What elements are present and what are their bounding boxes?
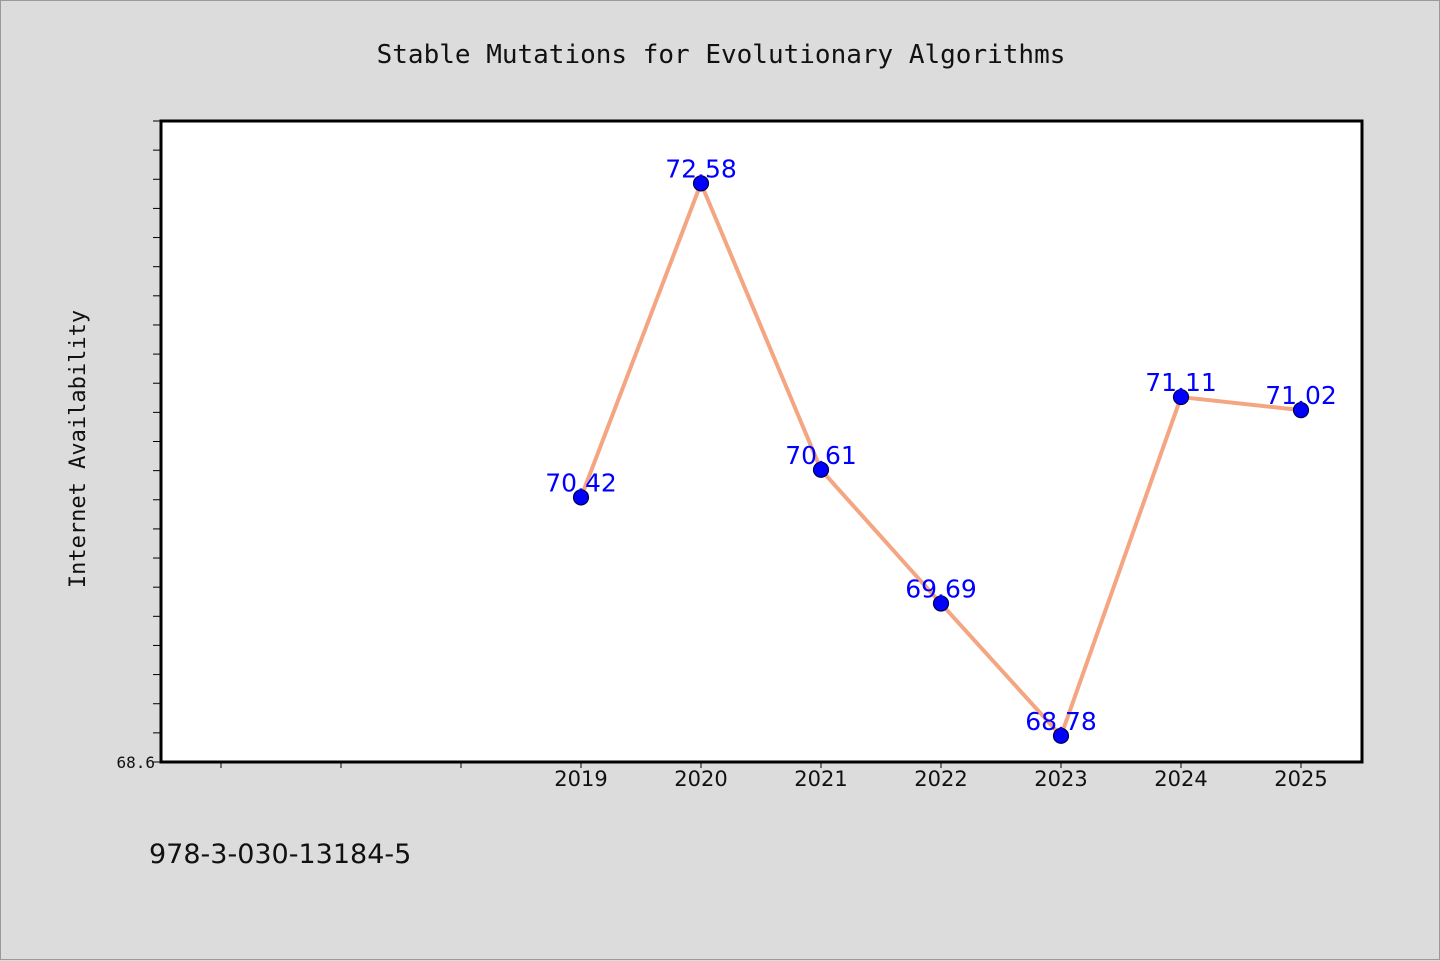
- data-label: 72.58: [665, 154, 737, 183]
- x-tick-label: 2023: [1034, 767, 1087, 791]
- data-labels: 70.42 72.58 70.61 69.69 68.78 71.11 71.02: [545, 154, 1337, 735]
- isbn-text: 978-3-030-13184-5: [149, 839, 411, 870]
- x-axis-ticks: 2019 2020 2021 2022 2023 2024 2025: [220, 762, 1328, 791]
- data-point: [1292, 402, 1310, 419]
- x-tick-label: 2019: [554, 767, 607, 791]
- data-point: [1052, 727, 1070, 744]
- data-series: [572, 175, 1310, 744]
- data-point: [692, 175, 710, 192]
- data-label: 70.42: [545, 468, 617, 497]
- data-label: 68.78: [1025, 707, 1097, 736]
- x-tick-label: 2024: [1154, 767, 1207, 791]
- data-point: [812, 461, 830, 478]
- x-tick-label: 2021: [794, 767, 847, 791]
- y-axis-label: Internet Availability: [66, 310, 91, 588]
- plot-area: [159, 119, 1364, 764]
- data-label: 69.69: [905, 575, 977, 604]
- x-tick-label: 2020: [674, 767, 727, 791]
- x-tick-label: 2022: [914, 767, 967, 791]
- data-point: [932, 595, 950, 612]
- data-label: 71.02: [1265, 381, 1337, 410]
- data-label: 71.11: [1145, 368, 1217, 397]
- y-tick-label: 68.6: [116, 753, 155, 772]
- data-point: [572, 489, 590, 506]
- y-axis-ticks: 68.6: [116, 120, 161, 772]
- chart-title: Stable Mutations for Evolutionary Algori…: [377, 40, 1066, 70]
- data-point: [1172, 388, 1190, 406]
- data-label: 70.61: [785, 441, 857, 470]
- x-tick-label: 2025: [1274, 767, 1327, 791]
